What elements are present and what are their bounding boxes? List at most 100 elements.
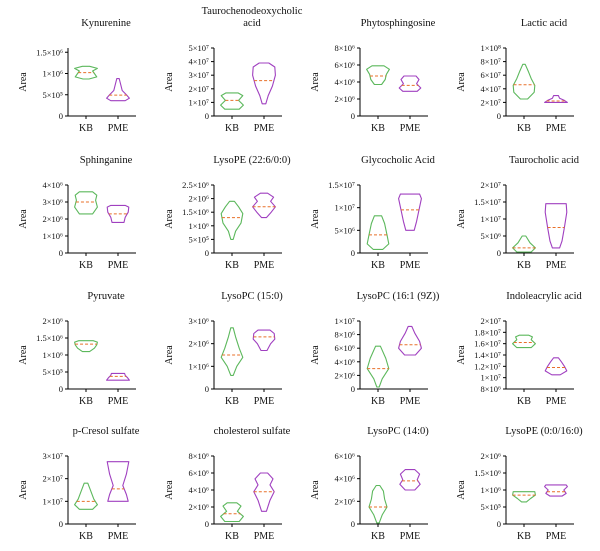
panel-title: cholesterol sulfate: [214, 426, 291, 437]
x-category-label: KB: [517, 396, 531, 407]
y-tick-label: 1.5×10⁶: [36, 47, 63, 57]
violin-kb: [368, 484, 388, 524]
y-tick-label: 4×10⁶: [334, 474, 355, 484]
violin-pme: [544, 95, 568, 103]
violin-panel: Pyruvate 0 5×10⁵ 1×10⁶ 1.5×10⁶ 2×10⁶ Area KB PME: [18, 291, 136, 407]
panel-title: Lactic acid: [521, 18, 568, 29]
y-tick-label: 5×10⁶: [334, 225, 355, 235]
panel-title: LysoPE (0:0/16:0): [505, 426, 583, 437]
y-axis-label: Area: [18, 345, 29, 365]
y-tick-label: 1.8×10⁷: [474, 327, 501, 337]
x-category-label: KB: [371, 123, 385, 134]
violin-panel: LysoPC (16:1 (9Z)) 0 2×10⁶ 4×10⁶ 6×10⁶ 8×10⁶ 1…: [310, 291, 440, 407]
y-tick-label: 1.2×10⁷: [474, 361, 501, 371]
panel-title: Taurochenodeoxycholic: [202, 6, 303, 17]
y-axis-label: Area: [310, 72, 321, 92]
panel-title: Sphinganine: [80, 155, 133, 166]
y-tick-label: 5×10⁶: [480, 231, 501, 241]
y-tick-label: 1×10⁷: [188, 97, 209, 107]
y-tick-label: 2×10⁷: [42, 474, 63, 484]
x-category-label: KB: [517, 123, 531, 134]
panel-title: Phytosphingosine: [361, 18, 436, 29]
y-tick-label: 5×10⁵: [42, 367, 63, 377]
violin-pme: [544, 357, 568, 376]
y-tick-label: 0: [59, 248, 63, 258]
y-tick-label: 0: [497, 248, 501, 258]
y-tick-label: 6×10⁷: [480, 70, 501, 80]
violin-kb: [366, 345, 390, 388]
y-tick-label: 1×10⁶: [188, 221, 209, 231]
y-tick-label: 8×10⁶: [334, 330, 355, 340]
y-tick-label: 8×10⁶: [334, 43, 355, 53]
violin-panel: LysoPC (15:0) 0 1×10⁶ 2×10⁶ 3×10⁶ Area KB PME: [164, 291, 283, 407]
violin-panel: Phytosphingosine 0 2×10⁶ 4×10⁶ 6×10⁶ 8×10⁶ Are…: [310, 18, 436, 134]
violin-pme: [398, 193, 422, 231]
y-tick-label: 2×10⁶: [188, 194, 209, 204]
y-tick-label: 1.4×10⁷: [474, 350, 501, 360]
y-tick-label: 5×10⁵: [188, 234, 209, 244]
y-axis-label: Area: [18, 72, 29, 92]
y-tick-label: 3×10⁶: [42, 197, 63, 207]
y-tick-label: 1×10⁶: [188, 361, 209, 371]
x-category-label: PME: [254, 260, 275, 271]
y-tick-label: 1×10⁶: [480, 485, 501, 495]
y-tick-label: 1.5×10⁷: [474, 197, 501, 207]
x-category-label: KB: [225, 123, 239, 134]
y-tick-label: 1.5×10⁷: [328, 180, 355, 190]
violin-kb: [74, 191, 98, 215]
y-tick-label: 1×10⁷: [334, 316, 355, 326]
x-category-label: KB: [79, 396, 93, 407]
violin-panel: LysoPC (14:0) 0 2×10⁶ 4×10⁶ 6×10⁶ Area KB PME: [310, 426, 429, 542]
y-tick-label: 2×10⁷: [480, 180, 501, 190]
violin-pme: [106, 372, 130, 381]
violin-pme: [544, 203, 568, 249]
violin-pme: [252, 329, 276, 352]
violin-kb: [512, 334, 536, 349]
y-tick-label: 6×10⁶: [334, 60, 355, 70]
x-category-label: PME: [400, 123, 421, 134]
violin-pme: [398, 325, 422, 356]
panel-title: Pyruvate: [87, 291, 125, 302]
y-axis-label: Area: [164, 209, 175, 229]
x-category-label: PME: [108, 396, 129, 407]
y-tick-label: 0: [351, 384, 355, 394]
x-category-label: KB: [225, 531, 239, 542]
y-tick-label: 2×10⁶: [188, 502, 209, 512]
y-tick-label: 2×10⁷: [188, 84, 209, 94]
violin-pme: [106, 78, 130, 102]
y-axis-label: Area: [456, 480, 467, 500]
violin-kb: [74, 340, 98, 353]
y-tick-label: 4×10⁶: [188, 485, 209, 495]
violin-pme: [252, 192, 276, 219]
panel-title: Kynurenine: [81, 18, 131, 29]
violin-kb: [220, 200, 244, 240]
violin-panel: Taurocholic acid 0 5×10⁶ 1×10⁷ 1.5×10⁷ 2×10⁷ A…: [456, 155, 580, 271]
y-tick-label: 5×10⁷: [188, 43, 209, 53]
x-category-label: PME: [254, 531, 275, 542]
y-tick-label: 4×10⁶: [334, 357, 355, 367]
x-category-label: KB: [517, 531, 531, 542]
y-tick-label: 0: [351, 519, 355, 529]
x-category-label: PME: [108, 260, 129, 271]
violin-kb: [220, 92, 244, 110]
y-tick-label: 1.6×10⁷: [474, 339, 501, 349]
violin-kb: [512, 63, 536, 100]
violin-panel: LysoPE (22:6/0:0) 0 5×10⁵ 1×10⁶ 1.5×10⁶ 2×10⁶…: [164, 155, 291, 271]
y-axis-label: Area: [164, 480, 175, 500]
y-tick-label: 0: [59, 384, 63, 394]
y-tick-label: 1×10⁷: [42, 496, 63, 506]
y-tick-label: 0: [205, 111, 209, 121]
panel-title: Taurocholic acid: [509, 155, 580, 166]
y-axis-label: Area: [456, 209, 467, 229]
y-tick-label: 6×10⁶: [334, 451, 355, 461]
y-tick-label: 8×10⁷: [480, 57, 501, 67]
y-tick-label: 1×10⁸: [480, 43, 501, 53]
x-category-label: PME: [254, 123, 275, 134]
y-tick-label: 2×10⁷: [480, 97, 501, 107]
y-tick-label: 1×10⁷: [480, 214, 501, 224]
violin-kb: [366, 65, 390, 86]
y-tick-label: 0: [497, 519, 501, 529]
violin-panel: Kynurenine 0 5×10⁵ 1×10⁶ 1.5×10⁶ Area KB PME: [18, 18, 136, 134]
violin-pme: [398, 75, 422, 92]
